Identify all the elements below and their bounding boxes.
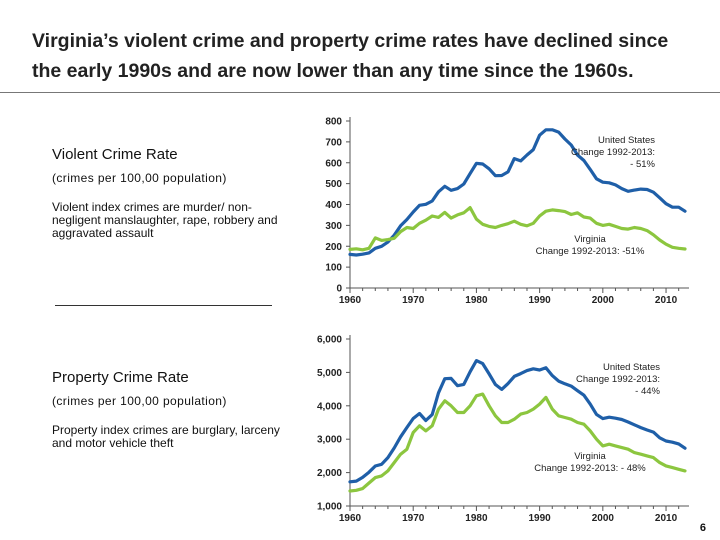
x-tick-label: 1980 [465,295,488,306]
violent-text-block: Violent Crime Rate (crimes per 100,00 po… [52,146,292,240]
x-tick-label: 1970 [402,513,425,524]
y-tick-label: 0 [336,284,342,295]
page-title: Virginia’s violent crime and property cr… [32,30,669,82]
violent-heading: Violent Crime Rate [52,146,178,163]
series-line-virginia [348,206,687,252]
y-tick-label: 800 [325,117,342,128]
property-description: Property index crimes are burglary, larc… [52,423,280,450]
chart-annotation: United States Change 1992-2013: - 51% [571,135,656,170]
y-tick-label: 600 [325,158,342,169]
property-units: (crimes per 100,00 population) [52,394,227,408]
x-tick-label: 1960 [339,295,362,306]
series-line-virginia [348,392,687,493]
x-tick-label: 2000 [592,513,615,524]
property-text-block: Property Crime Rate (crimes per 100,00 p… [52,369,292,450]
x-tick-label: 1970 [402,295,425,306]
section-divider [55,305,272,306]
y-tick-label: 300 [325,221,342,232]
series-line-united-states [348,128,687,257]
violent-description: Violent index crimes are murder/ non-neg… [52,200,278,240]
y-tick-label: 6,000 [317,335,342,346]
page-number: 6 [699,522,706,534]
y-tick-label: 3,000 [317,435,342,446]
y-tick-label: 4,000 [317,401,342,412]
chart-annotation: United States Change 1992-2013: - 44% [576,362,661,397]
property-heading: Property Crime Rate [52,369,189,386]
y-tick-label: 500 [325,179,342,190]
x-tick-label: 1990 [528,513,551,524]
x-tick-label: 1960 [339,513,362,524]
title-rule [0,92,720,93]
chart-annotation: Virginia Change 1992-2013: -51% [536,234,645,257]
series-line-united-states [348,359,687,484]
x-tick-label: 1980 [465,513,488,524]
y-tick-label: 100 [325,263,342,274]
chart-annotation: Virginia Change 1992-2013: - 48% [534,451,646,474]
violent-units: (crimes per 100,00 population) [52,171,227,185]
x-tick-label: 2010 [655,295,678,306]
y-tick-label: 1,000 [317,502,342,513]
y-tick-label: 200 [325,242,342,253]
y-tick-label: 400 [325,200,342,211]
x-tick-label: 2000 [592,295,615,306]
y-tick-label: 2,000 [317,468,342,479]
x-tick-label: 1990 [528,295,551,306]
y-tick-label: 5,000 [317,368,342,379]
x-tick-label: 2010 [655,513,678,524]
y-tick-label: 700 [325,137,342,148]
